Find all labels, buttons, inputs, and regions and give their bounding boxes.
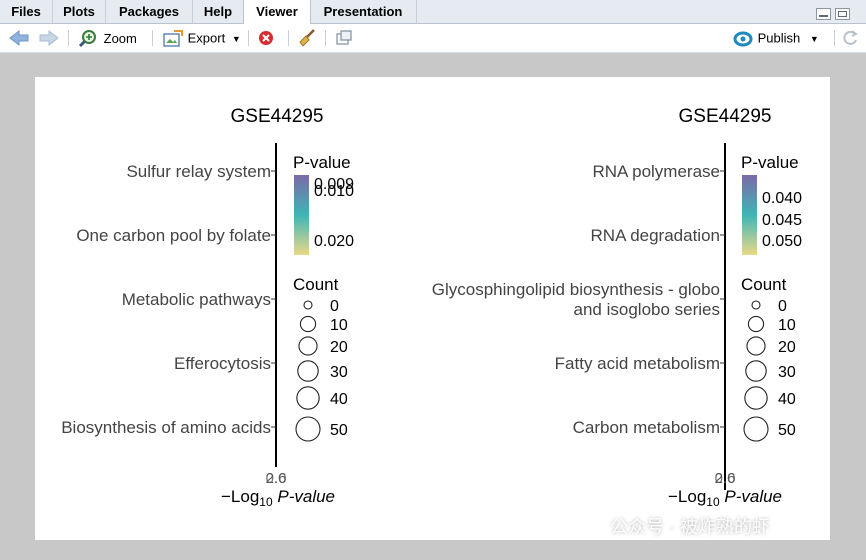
chart-left-color-tick: 0.010 [314, 183, 354, 200]
chart-left-size-legend-label: 20 [330, 339, 348, 356]
chevron-down-icon: ▼ [231, 33, 241, 44]
tab-presentation[interactable]: Presentation [310, 0, 417, 23]
chart-right-size-legend-circle [747, 315, 765, 333]
chart-right-size-legend-title: Count [741, 275, 787, 294]
zoom-icon [78, 29, 96, 47]
publish-icon [733, 31, 753, 47]
dot-plot-figure: GSE44295 Sulfur relay system One carbon p… [61, 106, 802, 509]
chart-left-color-tick: 0.020 [314, 233, 354, 250]
chart-left-color-legend-title: P-value [293, 153, 351, 172]
watermark-text: 公众号 · 被炸熟的虾 [610, 517, 770, 537]
chart-right-size-legend-label: 0 [778, 298, 787, 315]
forward-arrow-icon[interactable] [38, 28, 60, 48]
tab-plots[interactable]: Plots [53, 0, 106, 23]
export-icon [163, 29, 183, 47]
zoom-label: Zoom [103, 30, 137, 46]
broom-icon[interactable] [297, 28, 317, 48]
chart-left-color-bar [294, 175, 309, 255]
chart-left-xtick-a: 2.6 [266, 470, 287, 487]
chart-left-title: GSE44295 [231, 106, 324, 127]
chart-right-color-bar [742, 175, 757, 255]
chart-left-size-legend-circle [298, 336, 318, 356]
chart-left-size-legend-label: 30 [330, 364, 348, 381]
chart-right-size-legend-label: 40 [778, 391, 796, 408]
chart-right-size-legend-label: 10 [778, 317, 796, 334]
wechat-icon [578, 513, 604, 541]
chart-left-category-label: Efferocytosis [174, 354, 271, 373]
chart-right-category-label: Glycosphingolipid biosynthesis - globo [432, 280, 720, 299]
chart-right-category-label: and isoglobo series [574, 300, 720, 319]
maximize-pane-icon[interactable] [835, 8, 850, 20]
zoom-button[interactable]: Zoom [78, 28, 137, 48]
chart-right-size-legend-label: 50 [778, 422, 796, 439]
publish-button[interactable]: Publish ▼ [732, 28, 819, 48]
chart-left-size-legend-circle [303, 300, 313, 310]
chart-right-color-legend-title: P-value [741, 153, 799, 172]
back-arrow-icon[interactable] [8, 28, 30, 48]
chart-right-xtick-a: 2.6 [715, 470, 736, 487]
chevron-down-icon: ▼ [809, 33, 819, 44]
chart-left-category-label: One carbon pool by folate [76, 226, 271, 245]
publish-label: Publish [757, 30, 801, 46]
chart-right-category-label: Fatty acid metabolism [555, 354, 720, 373]
tab-viewer[interactable]: Viewer [243, 0, 311, 24]
chart-left-category-label: Sulfur relay system [126, 162, 271, 181]
chart-right-color-tick: 0.045 [762, 212, 802, 229]
chart-left-xtick-b: 0.0 [266, 470, 287, 487]
chart-right-size-legend-circle [746, 336, 766, 356]
chart-right-category-label: RNA polymerase [592, 162, 720, 181]
tab-files[interactable]: Files [0, 0, 53, 23]
chart-right-size-legend-circle [745, 360, 767, 382]
chart-left-category-label: Metabolic pathways [122, 290, 271, 309]
chart-right-xtick-b: 0.0 [715, 470, 736, 487]
chart-right-size-legend-circle [743, 416, 769, 442]
chart-right-category-label: RNA degradation [591, 226, 720, 245]
refresh-icon[interactable] [840, 28, 860, 48]
chart-left-size-legend-circle [296, 386, 320, 410]
watermark: 公众号 · 被炸熟的虾 [578, 513, 770, 537]
chart-right-size-legend-label: 20 [778, 339, 796, 356]
chart-left-color-tick: 0.009 [314, 176, 354, 193]
chart-left-size-legend-label: 50 [330, 422, 348, 439]
chart-left-size-legend-circle [297, 360, 319, 382]
tab-packages[interactable]: Packages [106, 0, 193, 23]
popout-icon[interactable] [334, 28, 354, 48]
pane-tab-bar: Files Plots Packages Help Viewer Present… [0, 0, 866, 24]
chart-left-size-legend-label: 0 [330, 298, 339, 315]
tab-help[interactable]: Help [193, 0, 244, 23]
export-button[interactable]: Export ▼ [162, 28, 241, 48]
export-label: Export [187, 30, 226, 46]
chart-right-title: GSE44295 [679, 106, 772, 127]
chart-left-size-legend-label: 40 [330, 391, 348, 408]
chart-right-xlabel: −Log10 P-value [668, 487, 782, 509]
chart-left-category-label: Biosynthesis of amino acids [61, 418, 271, 437]
chart-right-size-legend-circle [751, 300, 761, 310]
chart-right-color-tick: 0.050 [762, 233, 802, 250]
chart-left-size-legend-circle [299, 315, 317, 333]
chart-left-size-legend-circle [295, 416, 321, 442]
chart-right-category-label: Carbon metabolism [573, 418, 720, 437]
viewer-plot-area: GSE44295 Sulfur relay system One carbon p… [35, 77, 830, 540]
chart-right-size-legend-label: 30 [778, 364, 796, 381]
chart-right-size-legend-circle [744, 386, 768, 410]
minimize-pane-icon[interactable] [816, 8, 831, 20]
stop-icon[interactable] [256, 28, 276, 48]
chart-left-size-legend-title: Count [293, 275, 339, 294]
chart-right-color-tick: 0.040 [762, 190, 802, 207]
chart-left-xlabel: −Log10 P-value [221, 487, 335, 509]
chart-left-size-legend-label: 10 [330, 317, 348, 334]
viewer-toolbar: Zoom Export ▼ Publish ▼ [0, 24, 866, 53]
